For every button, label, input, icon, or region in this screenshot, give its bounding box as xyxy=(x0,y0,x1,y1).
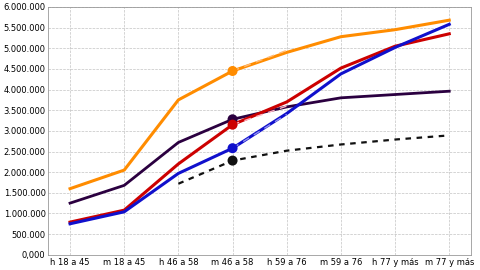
Point xyxy=(229,117,237,122)
Point xyxy=(229,158,237,163)
Point xyxy=(229,69,237,73)
Point xyxy=(229,146,237,150)
Point xyxy=(229,123,237,127)
